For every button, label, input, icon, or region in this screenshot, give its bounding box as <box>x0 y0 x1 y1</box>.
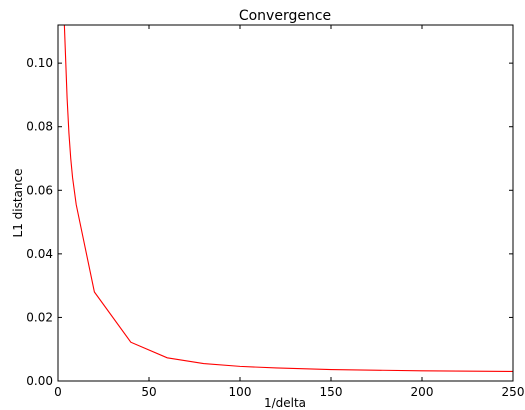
series-line-0 <box>63 25 513 373</box>
plot-frame <box>57 24 514 382</box>
chart-title: Convergence <box>239 8 331 24</box>
x-tick-label: 200 <box>411 385 434 399</box>
y-tick-label: 0.02 <box>26 310 53 324</box>
x-tick-label: 50 <box>141 385 156 399</box>
x-tick-label: 250 <box>502 385 525 399</box>
x-tick-label: 100 <box>229 385 252 399</box>
y-axis: 0.00 0.02 0.04 0.06 0.08 0.10 <box>26 56 513 388</box>
y-tick-label: 0.06 <box>26 183 53 197</box>
y-tick-label: 0.00 <box>26 374 53 388</box>
y-tick-label: 0.10 <box>26 56 53 70</box>
plot-area <box>58 25 513 381</box>
series-layer <box>63 25 513 373</box>
x-axis-label: 1/delta <box>264 396 306 410</box>
y-tick-label: 0.04 <box>26 247 53 261</box>
x-tick-label: 150 <box>320 385 343 399</box>
y-axis-label: L1 distance <box>11 169 25 238</box>
x-tick-label: 0 <box>54 385 62 399</box>
y-tick-label: 0.08 <box>26 120 53 134</box>
x-axis: 0 50 100 150 200 250 <box>54 25 524 399</box>
